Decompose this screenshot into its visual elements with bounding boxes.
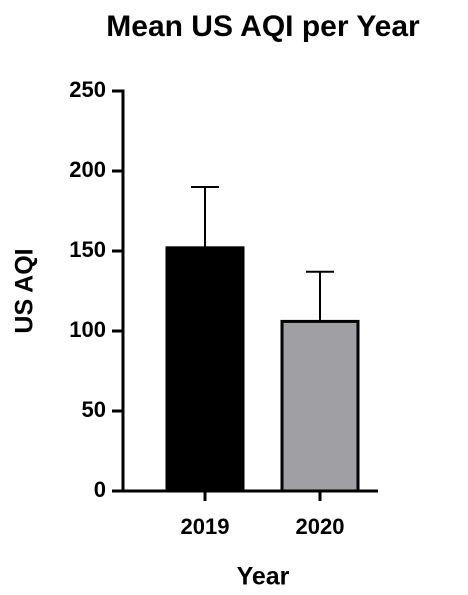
chart-title: Mean US AQI per Year [106, 10, 420, 43]
y-tick-label: 0 [94, 477, 106, 502]
bar [280, 319, 360, 493]
y-tick-label: 200 [69, 157, 106, 182]
y-tick-label: 50 [82, 397, 106, 422]
bar [165, 246, 245, 493]
y-tick-label: 150 [69, 237, 106, 262]
x-tick-label: 2020 [296, 514, 345, 539]
y-axis-label: US AQI [11, 248, 39, 333]
y-tick-label: 100 [69, 317, 106, 342]
y-tick-label: 250 [69, 77, 106, 102]
x-axis-label: Year [237, 563, 290, 591]
x-tick-label: 2019 [181, 514, 230, 539]
